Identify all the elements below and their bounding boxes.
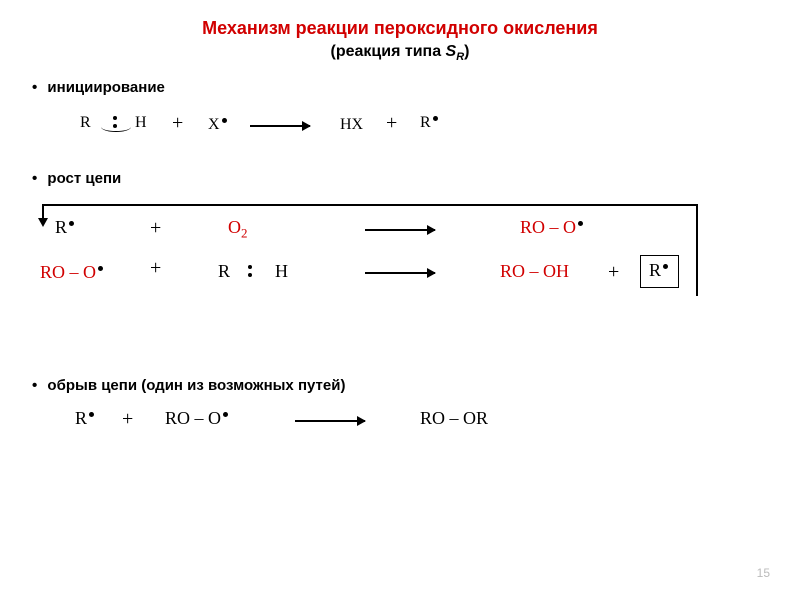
arrow-prop-2: [365, 272, 435, 274]
feedback-line-1: [696, 204, 698, 296]
arrow-term: [295, 420, 365, 422]
feedback-line-2: [42, 204, 698, 206]
species-r-radical-2: R: [55, 217, 74, 238]
reaction-termination: R + RO – O RO – OR: [0, 408, 800, 458]
species-roo-radical-2: RO – O: [40, 262, 103, 283]
species-rh-2: R: [218, 261, 230, 282]
bond-pair-2: [245, 262, 255, 283]
species-x-radical: X: [208, 116, 227, 134]
label-termination: обрыв цепи (один из возможных путей): [50, 377, 800, 394]
label-initiation: инициирование: [50, 79, 800, 96]
reaction-initiation: R H + X HX + R: [0, 104, 800, 154]
plus-4: +: [150, 257, 161, 280]
plus-6: +: [122, 408, 133, 431]
plus-2: +: [386, 112, 397, 135]
subtitle-suffix: ): [464, 43, 469, 60]
page-number: 15: [757, 566, 770, 580]
species-roor: RO – OR: [420, 408, 488, 429]
species-r-radical-3: R: [75, 408, 94, 429]
species-h-2: H: [275, 261, 288, 282]
plus-1: +: [172, 112, 183, 135]
plus-5: +: [608, 261, 619, 284]
reaction-propagation: R + O2 RO – O RO – O + R H RO – OH + R: [0, 217, 800, 337]
arrow-initiation: [250, 125, 310, 127]
plus-3: +: [150, 217, 161, 240]
feedback-arrowhead: [38, 218, 48, 227]
bond-pair: [110, 113, 120, 134]
species-rooh: RO – OH: [500, 261, 569, 282]
label-propagation: рост цепи: [50, 170, 800, 187]
subtitle-prefix: (реакция типа: [331, 43, 446, 60]
species-r-radical-boxed: R: [640, 255, 679, 288]
page-title: Механизм реакции пероксидного окисления: [0, 0, 800, 39]
page-subtitle: (реакция типа SR): [0, 43, 800, 63]
species-h: H: [135, 114, 147, 132]
species-r-radical: R: [420, 114, 438, 132]
species-hx: HX: [340, 116, 363, 134]
arrow-prop-1: [365, 229, 435, 231]
species-roo-radical-3: RO – O: [165, 408, 228, 429]
subtitle-s: S: [446, 43, 457, 60]
species-r: R: [80, 114, 91, 132]
o2-subscript: 2: [241, 226, 248, 241]
subtitle-r: R: [456, 51, 464, 63]
species-o2: O2: [228, 217, 248, 242]
species-roo-radical: RO – O: [520, 217, 583, 238]
